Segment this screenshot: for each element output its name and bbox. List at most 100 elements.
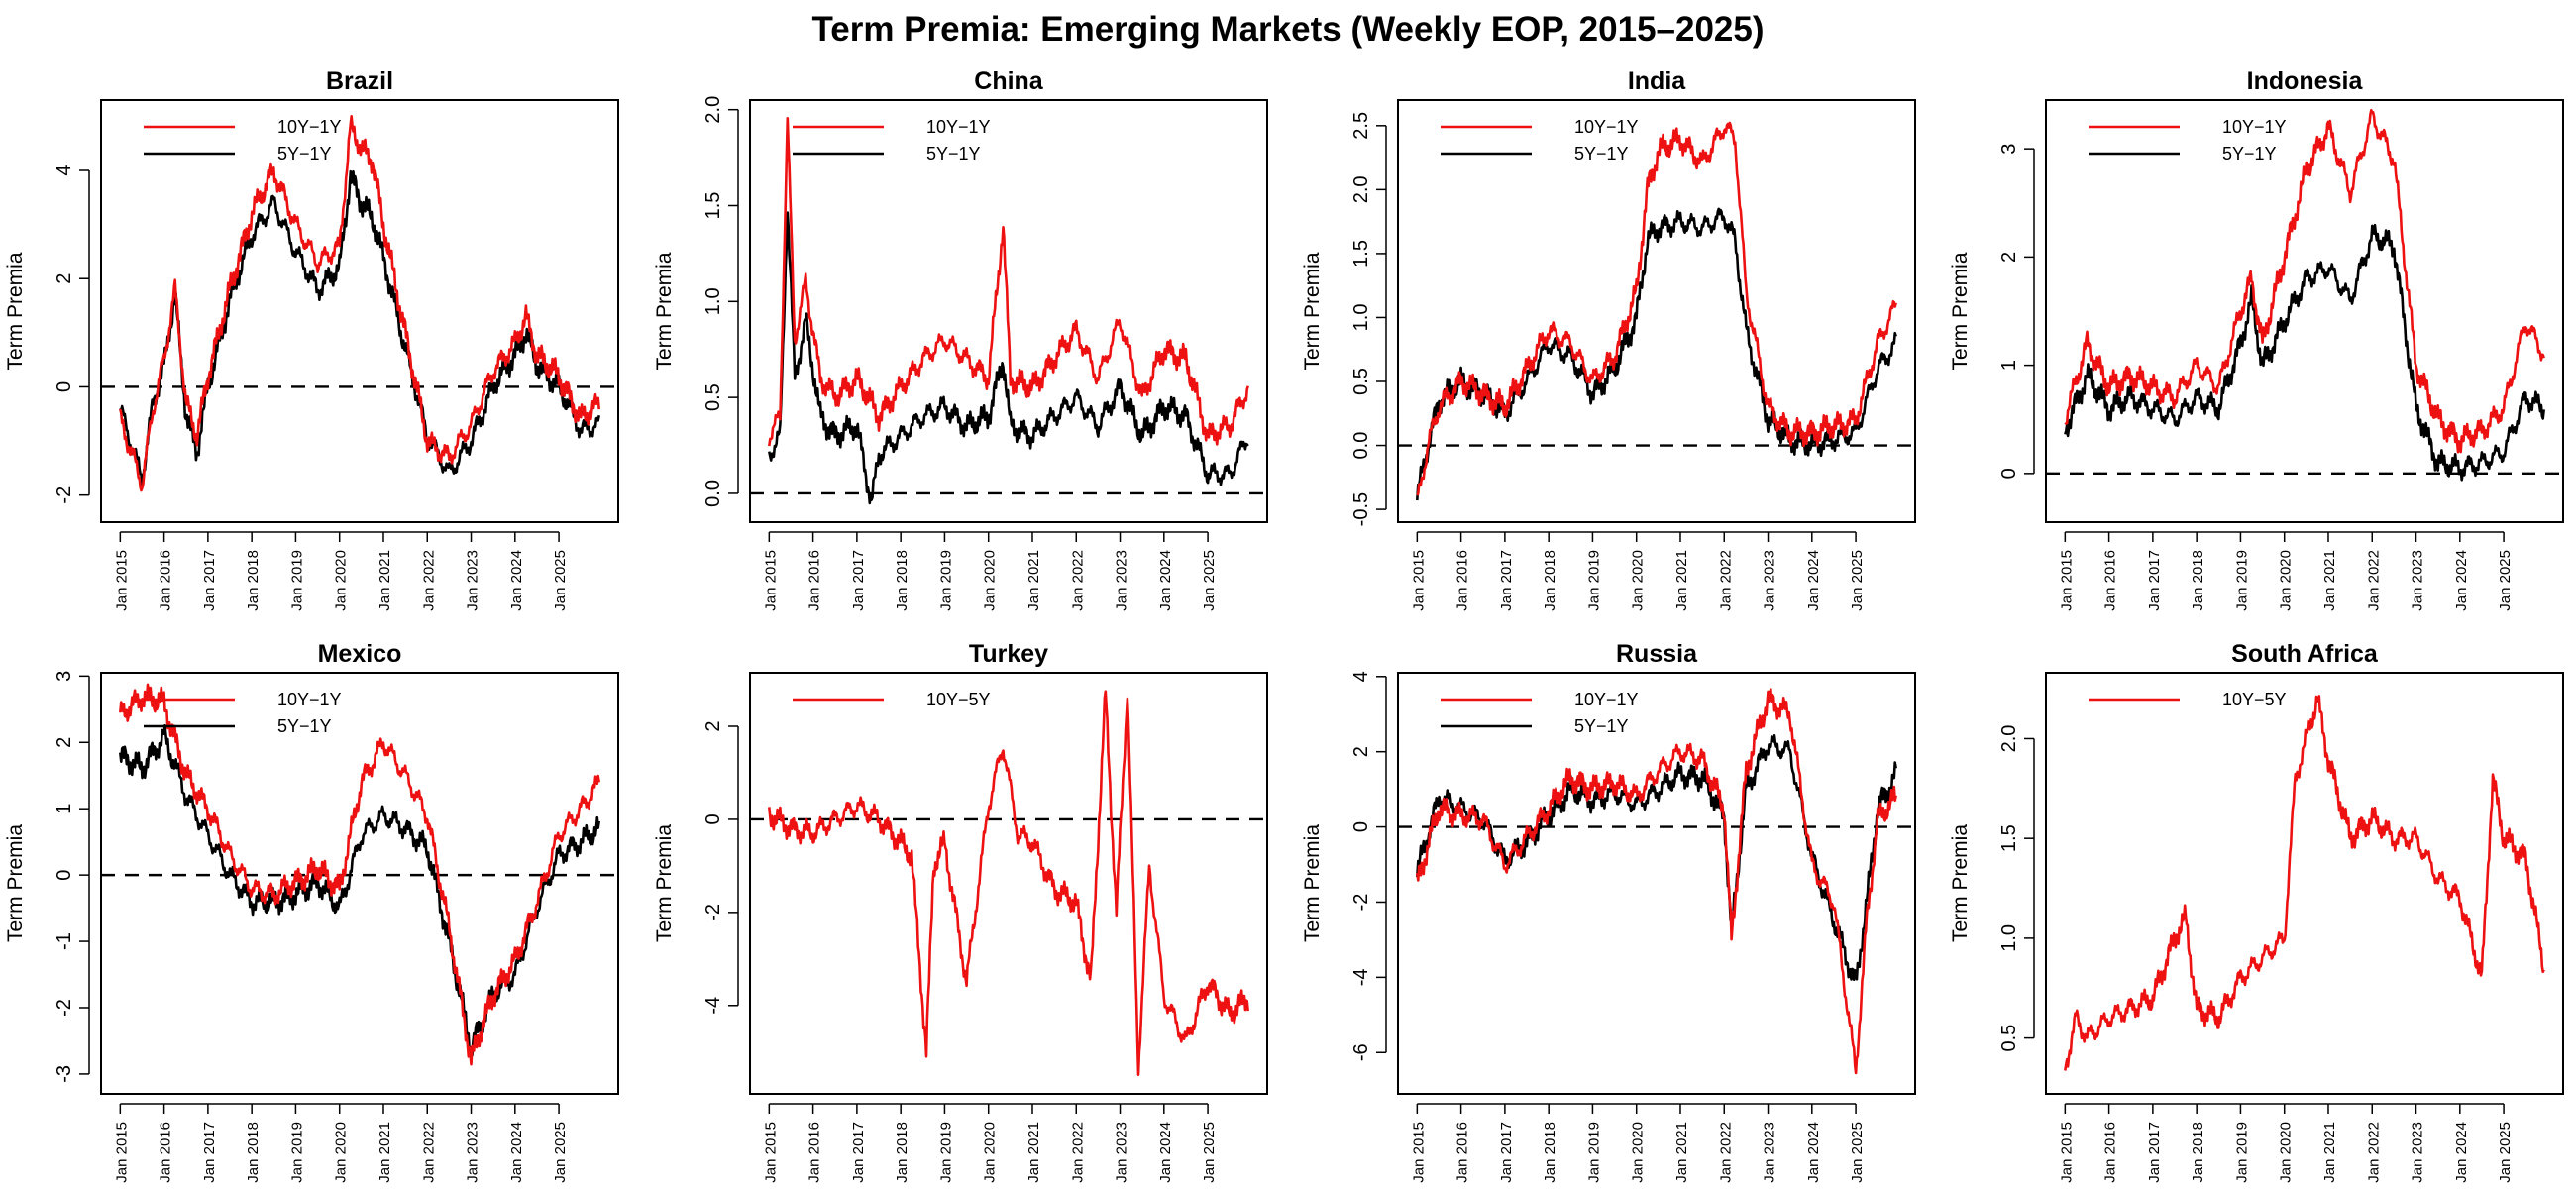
x-tick-label: Jan 2020: [1630, 550, 1647, 611]
panel-title: Indonesia: [2247, 67, 2364, 95]
x-tick-label: Jan 2023: [1114, 550, 1130, 611]
x-tick-label: Jan 2025: [552, 1122, 569, 1183]
y-tick-label: 0: [1998, 468, 2020, 479]
x-tick-label: Jan 2024: [2453, 1122, 2470, 1183]
series-line-5Y−1Y: [768, 211, 1249, 505]
x-tick-label: Jan 2016: [158, 550, 174, 611]
y-axis-label: Term Premia: [653, 824, 676, 942]
y-tick-label: 1: [54, 804, 75, 814]
x-tick-label: Jan 2019: [2233, 550, 2250, 611]
x-tick-label: Jan 2022: [1069, 550, 1086, 611]
x-tick-label: Jan 2020: [982, 1122, 999, 1183]
panel-india: India Term Premia -0.5 0.0 0.5 1.0 1.5 2.0 2.5 Ja…: [1301, 67, 1916, 611]
x-tick-label: Jan 2023: [1762, 550, 1778, 611]
x-tick-label: Jan 2018: [245, 550, 262, 611]
y-tick-label: 1.0: [702, 287, 724, 315]
x-tick-label: Jan 2017: [1498, 550, 1515, 611]
x-tick-label: Jan 2020: [982, 550, 999, 611]
series-line-10Y−1Y: [1416, 688, 1897, 1075]
x-tick-label: Jan 2018: [245, 1122, 262, 1183]
plot-frame: [749, 99, 1268, 523]
x-tick-label: Jan 2019: [2233, 1122, 2250, 1183]
y-tick-label: 1.0: [1998, 924, 2020, 952]
x-tick-label: Jan 2016: [158, 1122, 174, 1183]
y-tick-label: 3: [1998, 144, 2020, 155]
x-tick-label: Jan 2024: [508, 1122, 525, 1183]
legend-label: 10Y−1Y: [277, 690, 342, 709]
series-line-5Y−1Y: [1416, 207, 1897, 501]
x-tick-label: Jan 2016: [1454, 550, 1471, 611]
y-tick-label: -3: [54, 1065, 75, 1083]
y-tick-label: 2: [54, 737, 75, 748]
legend-label: 5Y−1Y: [277, 716, 332, 736]
legend-label: 5Y−1Y: [1574, 144, 1629, 163]
x-tick-label: Jan 2021: [1025, 550, 1042, 611]
panel-turkey: Turkey Term Premia -4 -2 0 2 Jan 2015 Jan 2016 J…: [653, 640, 1268, 1183]
y-axis-label: Term Premia: [1949, 252, 1972, 370]
legend-label: 10Y−1Y: [1574, 117, 1639, 137]
x-tick-label: Jan 2023: [465, 1122, 482, 1183]
figure-title: Term Premia: Emerging Markets (Weekly EO…: [811, 10, 1765, 49]
legend-label: 5Y−1Y: [1574, 716, 1629, 736]
legend-label: 5Y−1Y: [277, 144, 332, 163]
x-tick-label: Jan 2022: [2365, 1122, 2382, 1183]
x-tick-label: Jan 2016: [806, 550, 823, 611]
x-tick-label: Jan 2021: [1673, 1122, 1690, 1183]
x-tick-label: Jan 2015: [1410, 1122, 1427, 1183]
plot-frame: [2045, 99, 2564, 523]
y-tick-label: 3: [54, 671, 75, 682]
x-tick-label: Jan 2018: [1542, 550, 1558, 611]
x-tick-label: Jan 2021: [376, 550, 393, 611]
legend-label: 5Y−1Y: [926, 144, 981, 163]
y-axis-label: Term Premia: [1301, 252, 1324, 370]
x-tick-label: Jan 2021: [1025, 1122, 1042, 1183]
plot-frame: [1397, 672, 1916, 1095]
x-tick-label: Jan 2024: [2453, 550, 2470, 611]
x-tick-label: Jan 2017: [850, 1122, 867, 1183]
y-axis-label: Term Premia: [653, 252, 676, 370]
y-tick-label: 1.0: [1350, 304, 1372, 332]
y-tick-label: 1.5: [1350, 240, 1372, 268]
y-tick-label: 0: [54, 870, 75, 881]
y-tick-label: 0: [702, 813, 724, 824]
x-tick-label: Jan 2021: [376, 1122, 393, 1183]
plot-frame: [1397, 99, 1916, 523]
y-tick-label: 2: [702, 720, 724, 731]
x-tick-label: Jan 2020: [333, 550, 350, 611]
x-tick-label: Jan 2018: [894, 550, 911, 611]
series-line-10Y−5Y: [768, 690, 1249, 1076]
x-tick-label: Jan 2022: [420, 1122, 437, 1183]
y-tick-label: 2: [1350, 746, 1372, 757]
x-tick-label: Jan 2023: [465, 550, 482, 611]
panel-indonesia: Indonesia Term Premia 0 1 2 3 Jan 2015 Jan 2016…: [1949, 67, 2564, 611]
x-tick-label: Jan 2016: [806, 1122, 823, 1183]
panel-title: Mexico: [318, 640, 402, 668]
x-tick-label: Jan 2018: [2190, 550, 2206, 611]
plot-frame: [749, 672, 1268, 1095]
y-tick-label: -2: [54, 999, 75, 1017]
x-tick-label: Jan 2021: [2321, 1122, 2338, 1183]
x-tick-label: Jan 2019: [288, 1122, 305, 1183]
panel-title: China: [974, 67, 1044, 95]
x-tick-label: Jan 2015: [1410, 550, 1427, 611]
x-tick-label: Jan 2020: [2278, 550, 2295, 611]
x-tick-label: Jan 2015: [762, 550, 779, 611]
x-tick-label: Jan 2018: [1542, 1122, 1558, 1183]
x-tick-label: Jan 2025: [1849, 550, 1866, 611]
y-tick-label: -2: [54, 486, 75, 504]
panel-china: China Term Premia 0.0 0.5 1.0 1.5 2.0 Jan 2015 J…: [653, 67, 1268, 611]
x-tick-label: Jan 2017: [201, 1122, 218, 1183]
panel-title: Russia: [1616, 640, 1698, 668]
panel-russia: Russia Term Premia -6 -4 -2 0 2 4 Jan 2015 Jan 20…: [1301, 640, 1916, 1183]
x-tick-label: Jan 2023: [2410, 550, 2426, 611]
x-tick-label: Jan 2024: [1157, 1122, 1174, 1183]
y-tick-label: 2.0: [1998, 725, 2020, 753]
y-tick-label: -0.5: [1350, 492, 1372, 526]
x-tick-label: Jan 2022: [1717, 1122, 1734, 1183]
y-tick-label: 1: [1998, 360, 2020, 371]
x-tick-label: Jan 2019: [1585, 550, 1602, 611]
x-tick-label: Jan 2025: [552, 550, 569, 611]
legend-label: 10Y−1Y: [1574, 690, 1639, 709]
plot-frame: [2045, 672, 2564, 1095]
